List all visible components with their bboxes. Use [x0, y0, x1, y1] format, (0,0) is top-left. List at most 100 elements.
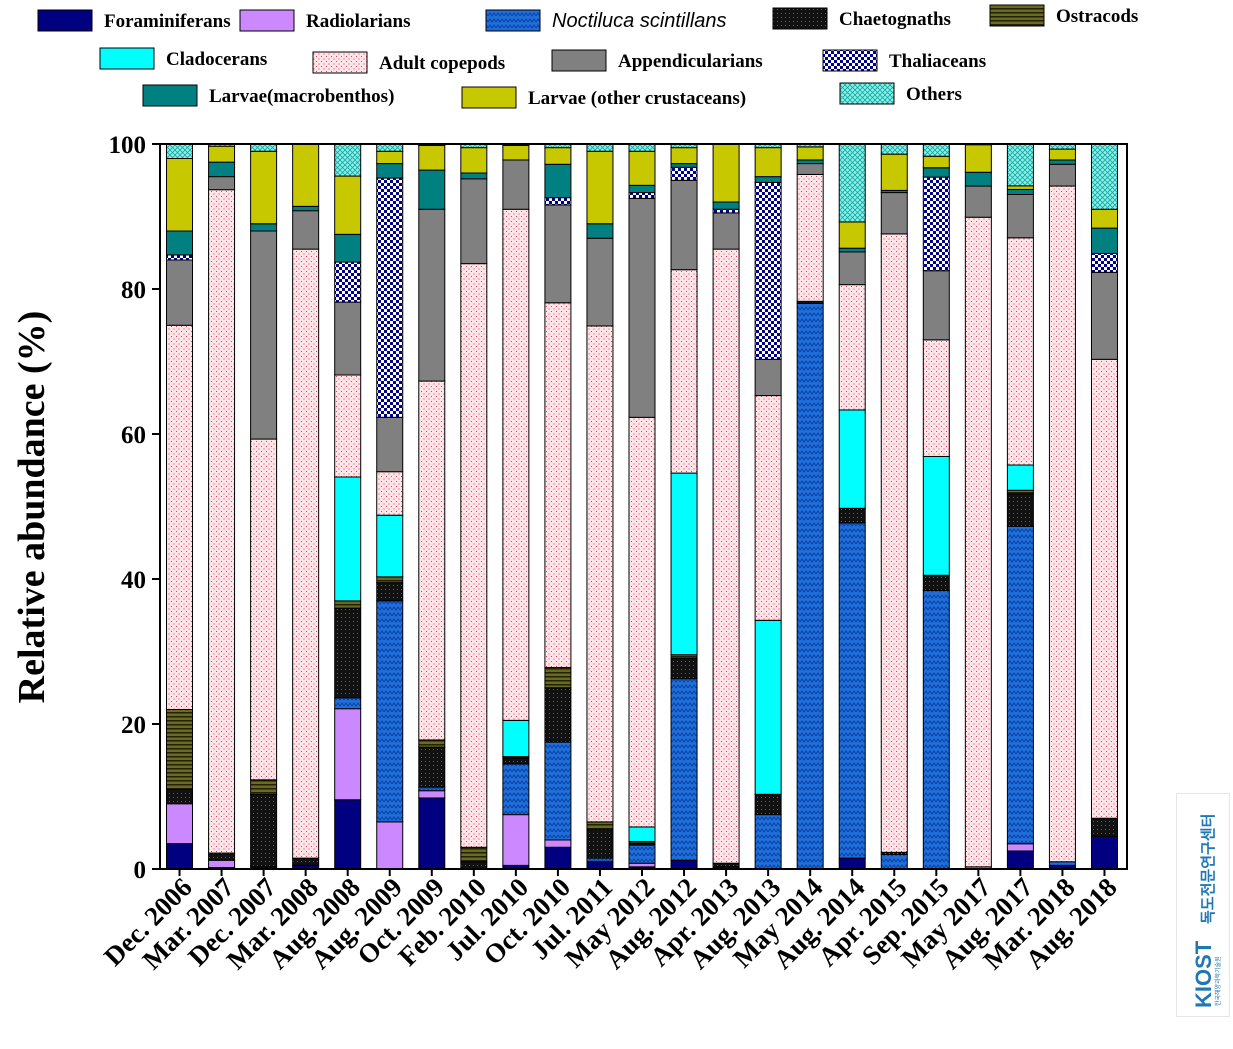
bar-segment-appendicularians	[838, 251, 866, 286]
bar-segment-radiolarians	[502, 814, 530, 866]
bar-segment-noctiluca-scintillans	[922, 589, 950, 870]
bar-segment-larvae-macrobenthos	[628, 184, 656, 194]
plot-frame	[159, 143, 1128, 870]
bar-segment-larvae-macrobenthos	[250, 223, 278, 232]
legend-swatch	[312, 51, 368, 74]
bar-segment-thaliaceans	[712, 208, 740, 214]
bar-segment-chaetognaths	[670, 657, 698, 680]
bar-segment-thaliaceans	[334, 261, 362, 303]
bar-segment-others	[1090, 143, 1118, 210]
bar-segment-appendicularians	[586, 237, 614, 327]
legend-swatch	[239, 9, 295, 32]
bar-segment-ostracods	[544, 666, 572, 689]
bar-segment-radiolarians	[208, 859, 236, 869]
bar-segment-chaetognaths	[1090, 817, 1118, 837]
bar-segment-cladocerans	[628, 826, 656, 842]
bar-segment-noctiluca-scintillans	[796, 303, 824, 870]
bar-segment-others	[880, 143, 908, 155]
bar-segment-appendicularians	[964, 185, 992, 218]
bar-segment-larvae-macrobenthos	[754, 176, 782, 183]
bar-segment-adult-copepods	[1048, 185, 1076, 863]
bar-segment-appendicularians	[754, 358, 782, 397]
bar-segment-foraminiferans	[670, 859, 698, 870]
bar-segment-foraminiferans	[838, 857, 866, 870]
bar-segment-ostracods	[586, 821, 614, 830]
bar-segment-adult-copepods	[628, 416, 656, 828]
bars	[166, 143, 1118, 870]
bar-segment-others	[166, 143, 194, 159]
bar-segment-larvae-other-crustaceans	[376, 150, 404, 165]
bar-segment-larvae-macrobenthos	[670, 163, 698, 168]
bar-segment-others	[838, 143, 866, 223]
legend-label: Appendicularians	[618, 51, 763, 72]
bar-segment-larvae-other-crustaceans	[1006, 185, 1034, 190]
bar-segment-ostracods	[418, 739, 446, 748]
bar-segment-noctiluca-scintillans	[334, 697, 362, 710]
bar-segment-noctiluca-scintillans	[628, 844, 656, 864]
y-tick-label: 80	[121, 277, 146, 304]
legend-item-ostracods: Ostracods	[989, 4, 1138, 27]
bar-segment-others	[922, 143, 950, 157]
legend-swatch	[551, 49, 607, 72]
bar-segment-others	[1006, 143, 1034, 187]
bar-segment-foraminiferans	[418, 797, 446, 870]
bar-segment-noctiluca-scintillans	[1006, 525, 1034, 845]
bar-segment-thaliaceans	[670, 166, 698, 181]
bar-segment-ostracods	[670, 654, 698, 659]
bar-segment-adult-copepods	[964, 216, 992, 868]
bar-segment-adult-copepods	[796, 173, 824, 302]
legend-item-appendicularians: Appendicularians	[551, 49, 763, 72]
bar-segment-adult-copepods	[754, 395, 782, 621]
y-tick-label: 100	[109, 132, 147, 159]
bar-segment-adult-copepods	[250, 438, 278, 781]
bar-segment-ostracods	[250, 779, 278, 795]
bar-segment-radiolarians	[166, 803, 194, 845]
legend-item-foraminiferans: Foraminiferans	[37, 9, 231, 32]
legend-swatch	[461, 86, 517, 109]
bar-segment-adult-copepods	[502, 208, 530, 721]
bar-segment-appendicularians	[334, 301, 362, 376]
logo-sub-text: 한국해양과학기술원	[1214, 956, 1222, 1006]
bar-segment-chaetognaths	[922, 574, 950, 591]
bar-segment-larvae-macrobenthos	[334, 233, 362, 263]
legend-label: Adult copepods	[379, 53, 505, 74]
y-tick-label: 0	[134, 857, 147, 884]
legend-swatch	[37, 9, 93, 32]
bar-segment-adult-copepods	[1006, 237, 1034, 466]
bar-segment-larvae-other-crustaceans	[502, 144, 530, 161]
bar-segment-noctiluca-scintillans	[670, 678, 698, 861]
bar-segment-thaliaceans	[376, 177, 404, 418]
bar-segment-larvae-other-crustaceans	[418, 144, 446, 171]
legend-label: Larvae (other crustaceans)	[528, 88, 746, 109]
bar-segment-appendicularians	[208, 176, 236, 191]
bar-segment-cladocerans	[922, 455, 950, 576]
bar-segment-larvae-macrobenthos	[712, 201, 740, 210]
bar-segment-larvae-macrobenthos	[1006, 188, 1034, 195]
bar-segment-appendicularians	[376, 416, 404, 473]
bar-segment-appendicularians	[1048, 163, 1076, 187]
bar-segment-larvae-macrobenthos	[1048, 159, 1076, 165]
bar-segment-chaetognaths	[712, 862, 740, 868]
bar-segment-cladocerans	[502, 719, 530, 758]
bar-segment-chaetognaths	[502, 757, 530, 765]
bar-segment-noctiluca-scintillans	[880, 854, 908, 870]
legend: Foraminiferans Radiolarians Noctiluca scin…	[37, 4, 1138, 109]
bar-segment-ostracods	[166, 709, 194, 790]
bar-segment-chaetognaths	[460, 861, 488, 870]
bar-segment-cladocerans	[334, 476, 362, 602]
legend-label: Noctiluca scintillans	[552, 10, 727, 32]
bar-segment-larvae-macrobenthos	[544, 163, 572, 199]
bar-segment-adult-copepods	[922, 339, 950, 457]
bar-segment-adult-copepods	[460, 263, 488, 848]
legend-label: Radiolarians	[306, 11, 411, 32]
bar-segment-thaliaceans	[628, 192, 656, 199]
bar-segment-cladocerans	[1006, 464, 1034, 491]
bar-segment-chaetognaths	[544, 687, 572, 743]
bar-segment-radiolarians	[1006, 843, 1034, 852]
bar-segment-foraminiferans	[334, 799, 362, 870]
legend-item-larvae-macrobenthos: Larvae(macrobenthos)	[142, 84, 394, 107]
bar-segment-chaetognaths	[376, 582, 404, 602]
bar-segment-thaliaceans	[166, 254, 194, 261]
legend-swatch	[142, 84, 198, 107]
